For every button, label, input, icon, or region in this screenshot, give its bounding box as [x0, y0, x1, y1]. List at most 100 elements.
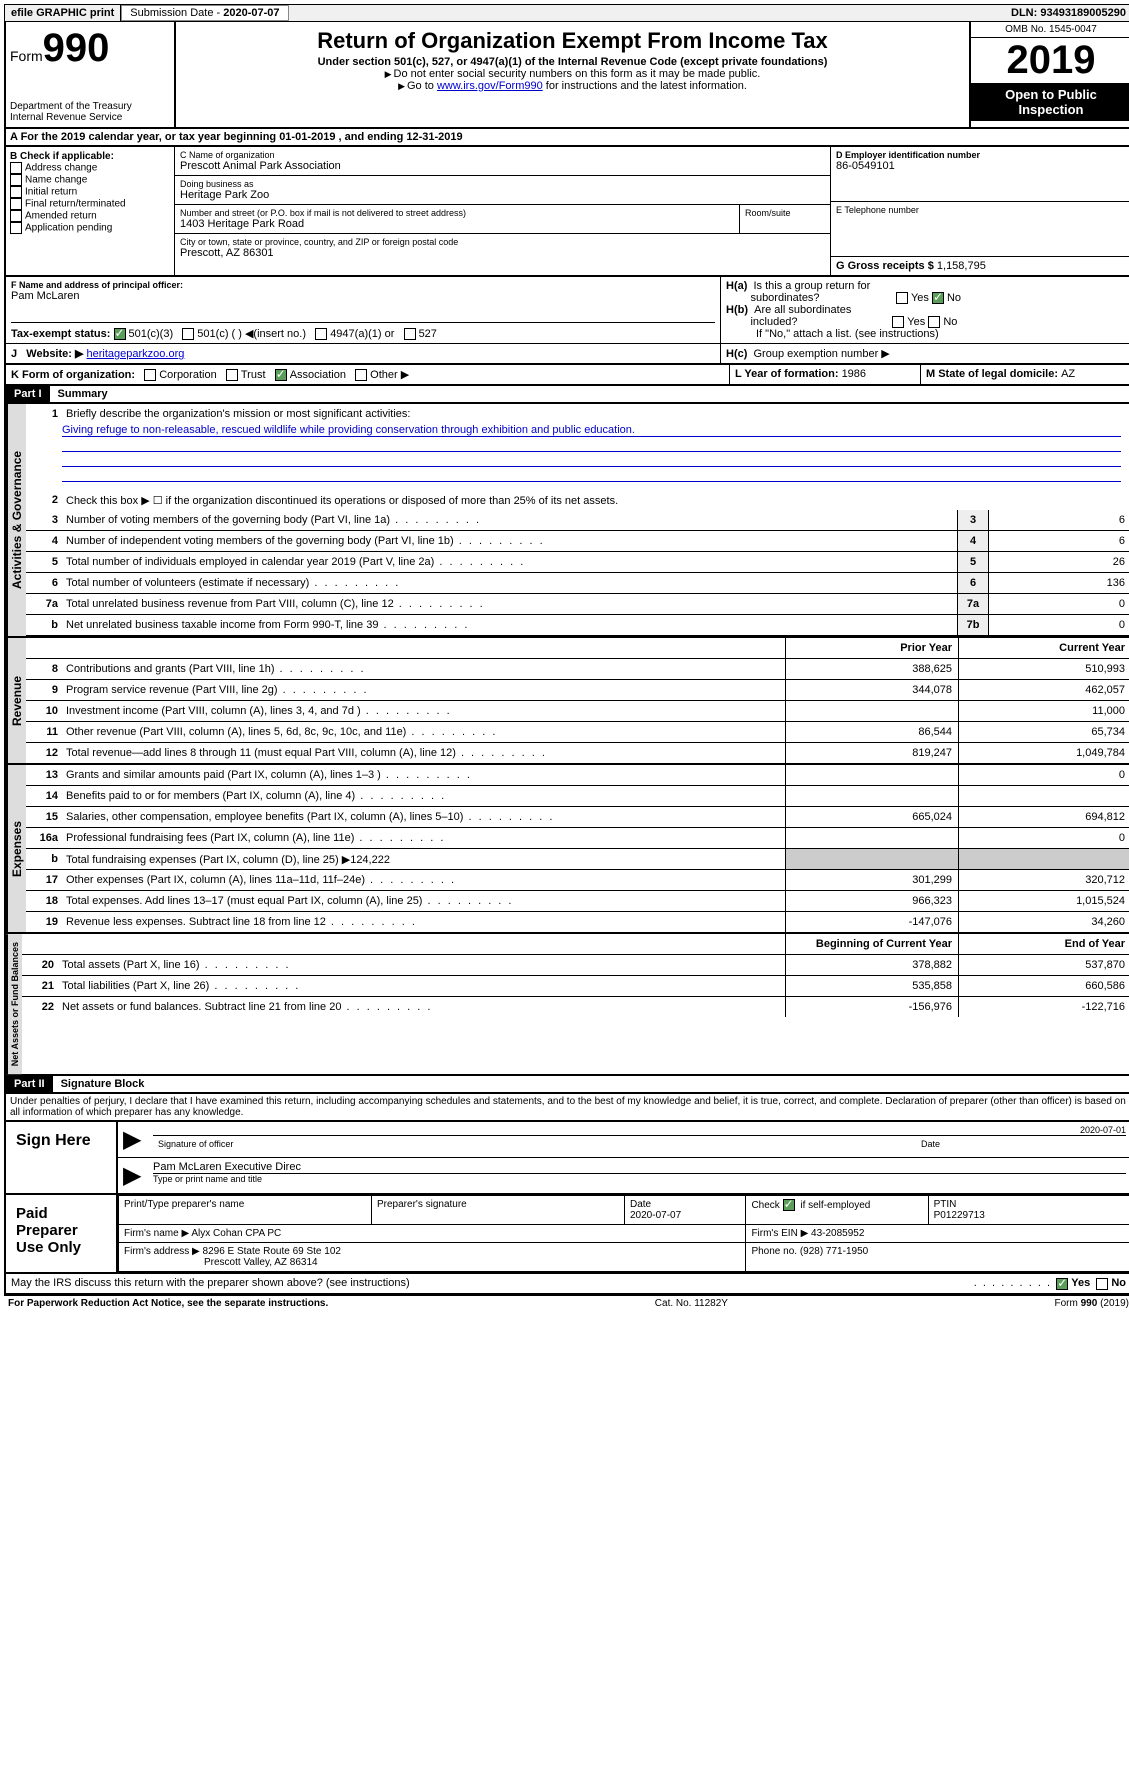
k-trust[interactable] [226, 369, 238, 381]
line-text: Total number of individuals employed in … [64, 554, 957, 570]
mission-text: Giving refuge to non-releasable, rescued… [62, 424, 1121, 437]
line-text: Grants and similar amounts paid (Part IX… [64, 767, 785, 783]
b-checkbox[interactable] [10, 210, 22, 222]
year-formation: 1986 [842, 368, 866, 380]
sign-here-block: Sign Here ▶2020-07-01Signature of office… [4, 1122, 1129, 1195]
line-text: Net unrelated business taxable income fr… [64, 617, 957, 633]
tax-year: 2019 [971, 38, 1129, 83]
instructions-link[interactable]: www.irs.gov/Form990 [437, 80, 543, 92]
name-label: C Name of organization [180, 150, 825, 160]
line-value: 136 [988, 573, 1129, 593]
website-label: J [11, 348, 26, 360]
discuss-yes[interactable] [1056, 1278, 1068, 1290]
ein-value: 86-0549101 [836, 160, 1126, 172]
line-text: Total unrelated business revenue from Pa… [64, 596, 957, 612]
dba-label: Doing business as [180, 179, 825, 189]
b-checkbox[interactable] [10, 174, 22, 186]
current-value: 537,870 [958, 955, 1129, 975]
k-assoc[interactable] [275, 369, 287, 381]
klm-row: K Form of organization: Corporation Trus… [4, 365, 1129, 386]
firm-phone: (928) 771-1950 [800, 1246, 868, 1257]
prior-value: 819,247 [785, 743, 958, 763]
hb-label: H(b) Are all subordinates included? Yes … [726, 304, 1126, 328]
line-text: Total liabilities (Part X, line 26) [60, 978, 785, 994]
revenue-section: Revenue Prior YearCurrent Year 8Contribu… [4, 638, 1129, 765]
efile-label: efile GRAPHIC print [5, 5, 121, 21]
org-name: Prescott Animal Park Association [180, 160, 825, 172]
section-a: A For the 2019 calendar year, or tax yea… [4, 129, 1129, 147]
prior-value: 86,544 [785, 722, 958, 742]
hb-yes[interactable] [892, 316, 904, 328]
prior-value: 665,024 [785, 807, 958, 827]
col-begin: Beginning of Current Year [785, 934, 958, 954]
b-checkbox[interactable] [10, 186, 22, 198]
ptin-value: P01229713 [934, 1210, 985, 1221]
line-text: Contributions and grants (Part VIII, lin… [64, 661, 785, 677]
hb-note: If "No," attach a list. (see instruction… [726, 328, 1126, 340]
type-name-label: Type or print name and title [153, 1173, 1126, 1184]
b-checkbox[interactable] [10, 222, 22, 234]
prior-value [785, 828, 958, 848]
top-bar: efile GRAPHIC print Submission Date - 20… [4, 4, 1129, 22]
b-checkbox[interactable] [10, 198, 22, 210]
tab-expenses: Expenses [6, 765, 26, 932]
website-link[interactable]: heritageparkzoo.org [87, 348, 185, 360]
prior-value: -156,976 [785, 997, 958, 1017]
tab-governance: Activities & Governance [6, 404, 26, 636]
line-text: Total fundraising expenses (Part IX, col… [64, 851, 785, 868]
checkbox-4947[interactable] [315, 328, 327, 340]
ha-yes[interactable] [896, 292, 908, 304]
line-text: Number of independent voting members of … [64, 533, 957, 549]
line-value: 0 [988, 594, 1129, 614]
b-checkbox[interactable] [10, 162, 22, 174]
line-text: Professional fundraising fees (Part IX, … [64, 830, 785, 846]
line-text: Benefits paid to or for members (Part IX… [64, 788, 785, 804]
checkbox-501c3[interactable] [114, 328, 126, 340]
line-text: Other revenue (Part VIII, column (A), li… [64, 724, 785, 740]
note-ssn: Do not enter social security numbers on … [180, 68, 965, 80]
current-value: 11,000 [958, 701, 1129, 721]
firm-name: Alyx Cohan CPA PC [191, 1228, 281, 1239]
line-text: Total expenses. Add lines 13–17 (must eq… [64, 893, 785, 909]
k-corp[interactable] [144, 369, 156, 381]
prior-value: -147,076 [785, 912, 958, 932]
line-text: Total number of volunteers (estimate if … [64, 575, 957, 591]
phone-label: E Telephone number [836, 205, 1126, 215]
hb-no[interactable] [928, 316, 940, 328]
line-text: Revenue less expenses. Subtract line 18 … [64, 914, 785, 930]
ha-no[interactable] [932, 292, 944, 304]
prep-name-label: Print/Type preparer's name [124, 1199, 244, 1210]
note-link: Go to www.irs.gov/Form990 for instructio… [180, 80, 965, 92]
gross-value: 1,158,795 [937, 260, 986, 272]
current-value: 0 [958, 765, 1129, 785]
prior-value [785, 765, 958, 785]
prior-value [785, 786, 958, 806]
line-text: Net assets or fund balances. Subtract li… [60, 999, 785, 1015]
officer-label: F Name and address of principal officer: [11, 280, 715, 290]
date-label: Date [916, 1136, 1126, 1152]
discuss-no[interactable] [1096, 1278, 1108, 1290]
city-label: City or town, state or province, country… [180, 237, 825, 247]
current-value: 462,057 [958, 680, 1129, 700]
sig-officer-label: Signature of officer [153, 1136, 916, 1152]
checkbox-501c[interactable] [182, 328, 194, 340]
perjury-text: Under penalties of perjury, I declare th… [4, 1094, 1129, 1122]
checkbox-527[interactable] [404, 328, 416, 340]
prior-value: 378,882 [785, 955, 958, 975]
current-value: -122,716 [958, 997, 1129, 1017]
prior-value: 344,078 [785, 680, 958, 700]
current-value: 320,712 [958, 870, 1129, 890]
col-prior: Prior Year [785, 638, 958, 658]
org-info-grid: B Check if applicable: Address changeNam… [4, 147, 1129, 277]
paid-preparer-block: Paid Preparer Use Only Print/Type prepar… [4, 1195, 1129, 1274]
current-value [958, 786, 1129, 806]
addr-value: 1403 Heritage Park Road [180, 218, 734, 230]
ein-label: D Employer identification number [836, 150, 1126, 160]
k-other[interactable] [355, 369, 367, 381]
gross-label: G Gross receipts $ [836, 260, 937, 272]
tab-netassets: Net Assets or Fund Balances [6, 934, 22, 1074]
footer: For Paperwork Reduction Act Notice, see … [4, 1295, 1129, 1311]
part2-header: Part II Signature Block [4, 1076, 1129, 1094]
line1-label: Briefly describe the organization's miss… [64, 406, 1129, 422]
governance-section: Activities & Governance 1Briefly describ… [4, 404, 1129, 638]
